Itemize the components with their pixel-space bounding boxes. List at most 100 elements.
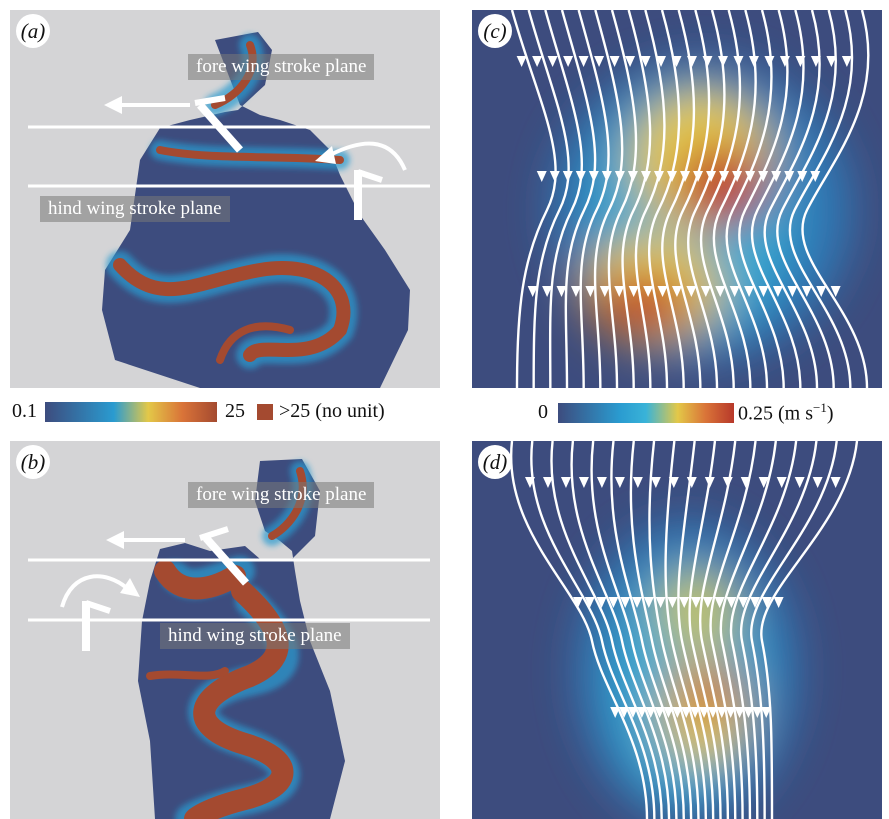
streamline-arrow-icon: [560, 477, 571, 488]
streamline-arrow-icon: [672, 707, 683, 718]
streamline: [750, 10, 805, 388]
streamline-arrow-icon: [776, 477, 787, 488]
streamline-arrow-icon: [562, 171, 573, 182]
streamline-arrow-icon: [620, 597, 631, 608]
streamline: [725, 10, 773, 388]
streamline-arrow-icon: [636, 707, 647, 718]
fore-wing-arrow-icon: [106, 526, 249, 586]
streamline-arrow-icon: [826, 56, 837, 67]
streamline-arrow-icon: [628, 286, 639, 297]
streamline-arrow-icon: [542, 477, 553, 488]
streamline: [527, 10, 570, 388]
streamline: [739, 441, 818, 819]
streamline-arrow-icon: [547, 56, 558, 67]
streamline-arrow-icon: [671, 286, 682, 297]
streamline: [801, 10, 870, 388]
streamline-arrow-icon: [699, 707, 710, 718]
colorbar-over-label: >25 (no unit): [279, 400, 385, 422]
streamline-arrow-icon: [771, 171, 782, 182]
streamline-arrow-icon: [758, 477, 769, 488]
streamline-arrow-icon: [614, 286, 625, 297]
streamline: [677, 441, 715, 819]
streamline-arrow-icon: [717, 56, 728, 67]
streamline-arrow-icon: [691, 597, 702, 608]
streamline-arrow-icon: [627, 707, 638, 718]
streamline: [760, 441, 859, 819]
streamline: [629, 441, 693, 819]
streamline-arrow-icon: [671, 56, 682, 67]
streamline-arrow-icon: [668, 477, 679, 488]
streamline: [688, 441, 722, 819]
colorbar-max-label: 0.25 (m s−1): [738, 400, 834, 425]
streamline-arrow-icon: [516, 56, 527, 67]
streamline-arrow-icon: [795, 56, 806, 67]
streamline-arrow-icon: [722, 477, 733, 488]
streamline-arrow-icon: [716, 707, 727, 718]
panel-c: (c): [472, 10, 882, 388]
streamline-arrow-icon: [653, 171, 664, 182]
streamline-arrow-icon: [608, 597, 619, 608]
streamline-arrow-icon: [594, 56, 605, 67]
streamline-arrow-icon: [654, 707, 665, 718]
streamline-arrow-icon: [640, 56, 651, 67]
streamline-arrow-icon: [706, 171, 717, 182]
streamline-arrow-icon: [650, 477, 661, 488]
colorbar-min-label: 0.1: [12, 400, 37, 422]
streamline: [544, 10, 583, 388]
hind-wing-arrow-icon: [315, 141, 407, 220]
streamline-arrow-icon: [758, 286, 769, 297]
streamline-arrow-icon: [690, 707, 701, 718]
streamline-arrow-icon: [794, 477, 805, 488]
streamline-arrow-icon: [640, 171, 651, 182]
streamline-arrow-icon: [549, 171, 560, 182]
panel-a: (a) fore wing stroke plane hind wing str…: [10, 10, 440, 388]
streamline-arrow-icon: [702, 597, 713, 608]
streamline: [510, 10, 557, 388]
streamline: [687, 10, 726, 388]
streamline-arrow-icon: [643, 286, 654, 297]
streamline-arrow-icon: [601, 171, 612, 182]
fore-wing-plane-label: fore wing stroke plane: [188, 482, 375, 508]
streamline-arrow-icon: [752, 707, 763, 718]
streamline-arrow-icon: [704, 477, 715, 488]
streamline-arrow-icon: [542, 286, 553, 297]
streamline: [560, 10, 597, 388]
panel-b: (b) fore wing stroke plane hind wing str…: [10, 441, 440, 819]
streamline-arrow-icon: [655, 597, 666, 608]
streamline-arrow-icon: [810, 171, 821, 182]
panel-a-map: [28, 32, 430, 388]
streamline-arrow-icon: [556, 286, 567, 297]
panel-d: (d): [472, 441, 882, 819]
streamline-arrow-icon: [563, 56, 574, 67]
streamline-arrow-icon: [657, 286, 668, 297]
streamline-arrow-icon: [632, 477, 643, 488]
streamline-arrow-icon: [715, 286, 726, 297]
streamline: [648, 441, 700, 819]
colorbar-max-label: 25: [225, 400, 245, 422]
streamline: [550, 441, 663, 819]
hind-wing-plane-label: hind wing stroke plane: [40, 196, 230, 222]
streamline: [788, 10, 854, 388]
streamline: [664, 441, 708, 819]
streamline-arrow-icon: [663, 707, 674, 718]
fore-wing-plane-label: fore wing stroke plane: [188, 54, 375, 80]
streamline: [634, 10, 666, 388]
streamline-arrow-icon: [527, 286, 538, 297]
streamline-arrow-icon: [614, 171, 625, 182]
streamline-arrow-icon: [772, 286, 783, 297]
streamline: [698, 441, 737, 819]
panel-label: (d): [478, 445, 512, 479]
colorbar-vorticity: 0.1 25 >25 (no unit): [12, 400, 385, 423]
streamline-arrow-icon: [726, 597, 737, 608]
streamline-arrow-icon: [686, 56, 697, 67]
streamline-arrow-icon: [588, 171, 599, 182]
streamline: [590, 441, 678, 819]
streamline-arrow-icon: [645, 707, 656, 718]
streamline-arrow-icon: [744, 286, 755, 297]
colorbar-velocity: 0 0.25 (m s−1): [538, 400, 834, 426]
streamline-arrow-icon: [841, 56, 852, 67]
colorbar-min-label: 0: [538, 401, 548, 424]
streamline-arrow-icon: [536, 171, 547, 182]
streamline-arrow-icon: [714, 597, 725, 608]
streamline: [509, 441, 649, 819]
